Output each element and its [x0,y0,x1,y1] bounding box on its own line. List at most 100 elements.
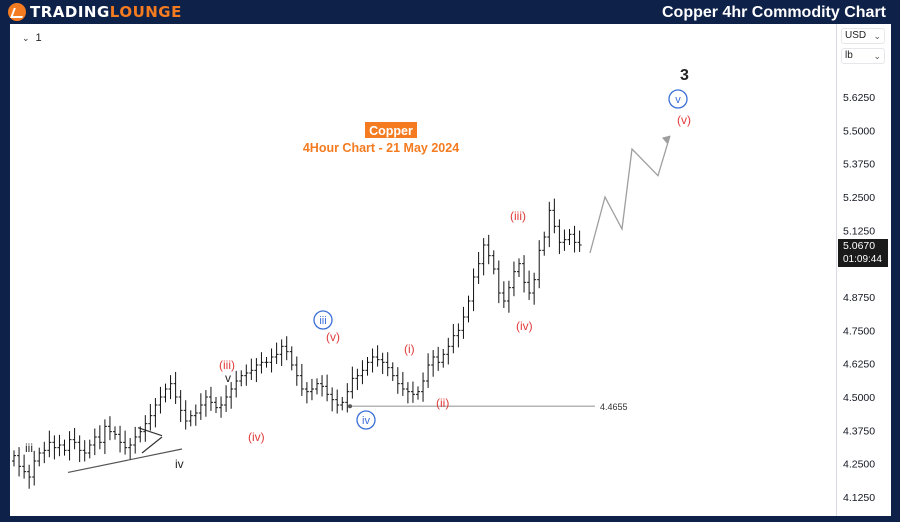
support-anchor-dot [348,404,352,409]
ohlc-bar [380,352,385,375]
ohlc-bar [214,397,218,413]
ohlc-bar [517,258,521,277]
trendline-lower [67,448,183,474]
wave-label: (v) [326,330,340,344]
last-price-tag: 5.0670 [838,239,888,254]
ohlc-bar [486,234,491,265]
ohlc-bar [557,219,562,255]
ohlc-bar [481,238,486,276]
ohlc-bar [17,447,22,477]
ohlc-bar [441,349,446,368]
ohlc-bar [239,370,244,387]
ohlc-bar [304,382,309,404]
ohlc-bar [158,386,163,414]
ohlc-bar [274,342,279,364]
ohlc-bar [527,270,532,300]
wave-label: v [675,94,681,106]
chevron-down-icon[interactable]: ⌄ [22,32,30,43]
price-tick-label: 4.1250 [843,492,875,504]
ohlc-bar [279,339,284,367]
ohlc-bar [532,272,537,305]
ohlc-bar [360,360,365,385]
ohlc-bar [390,362,395,381]
wave-label-circle [668,89,688,109]
ohlc-bar [123,430,128,455]
ohlc-bar [309,378,314,401]
ohlc-bar [229,382,234,409]
interval-control[interactable]: ⌄ 1 [22,30,42,46]
ohlc-bar [27,464,32,489]
chart-subtitle: 4Hour Chart - 21 May 2024 [303,141,459,155]
ohlc-bar [416,386,420,400]
ohlc-bar [118,425,123,453]
ohlc-bar [249,358,254,380]
chevron-down-icon: ⌄ [873,51,881,61]
wave-label: iii [25,441,33,455]
ohlc-bar [335,389,340,414]
price-axis[interactable]: USD ⌄ lb ⌄ 5.6250 5.5000 5.3750 5.2500 5.125… [836,24,891,516]
triangle-upper-line [137,427,163,437]
ohlc-bar [234,370,239,398]
price-tick-label: 5.3750 [843,159,875,171]
ohlc-bar [269,348,274,373]
brand-name-part2: LOUNGE [109,3,182,21]
ohlc-bar [219,396,224,418]
ohlc-bar [506,280,511,313]
ohlc-bar [133,426,138,454]
ohlc-bar [62,439,67,456]
ohlc-bar [400,371,405,396]
wave-label: (v) [677,113,691,127]
currency-value: USD [845,30,867,41]
ohlc-bar [471,268,476,312]
price-tick-label: 4.2500 [843,459,875,471]
ohlc-bar [340,397,345,411]
ohlc-bar [67,431,72,461]
ohlc-bar [128,438,133,460]
wave-label: (iv) [248,430,265,444]
ohlc-bar [244,364,249,386]
price-tick-label: 5.5000 [843,125,875,137]
ohlc-bar [350,366,355,399]
countdown-tag: 01:09:44 [838,253,888,267]
ohlc-bar [12,450,16,467]
ohlc-bar [456,323,461,348]
wave-label: iii [319,315,326,327]
price-chart: 4.4655 iiiivv(iii)(iv)(v)iiiiv(i)(ii)(ii… [12,67,691,489]
page-title: Copper 4hr Commodity Chart [661,4,886,21]
ohlc-bar [264,357,269,368]
ohlc-bar [426,353,431,388]
ohlc-bar [289,346,294,371]
ohlc-bar [294,356,299,386]
ohlc-bar [47,430,52,458]
projection-arrowhead [662,135,670,144]
ohlc-bar [37,447,42,467]
ohlc-bar [102,419,107,455]
price-tick-label: 4.8750 [843,292,875,304]
ohlc-bar [315,378,319,395]
ohlc-bar [284,336,289,361]
chevron-down-icon: ⌄ [873,31,881,41]
unit-select[interactable]: lb ⌄ [841,48,885,64]
ohlc-bar [542,231,547,256]
wave-label: 3 [680,67,689,84]
ohlc-bar [572,225,577,253]
ohlc-bar [173,371,178,404]
wave-label: (iii) [510,209,526,223]
ohlc-bar [148,403,153,431]
ohlc-bar [77,435,82,463]
ohlc-bar [168,375,173,400]
ohlc-bar [375,345,380,367]
ohlc-bar [501,281,506,308]
ohlc-bar [491,250,496,275]
ohlc-bar [395,367,400,394]
ohlc-bar [431,350,436,377]
currency-select[interactable]: USD ⌄ [841,28,885,44]
ohlc-bar [552,198,557,234]
ohlc-bar [107,416,112,441]
chart-panel: ⌄ 1 4.4655 iii iv v (iii) (iv) (v) iii iv (i) (ii… [10,24,891,516]
ohlc-bar [224,385,229,412]
ohlc-bar [466,295,471,323]
price-tick-label: 4.5000 [843,392,875,404]
wave-label: (i) [404,342,415,356]
ohlc-bar [87,439,92,459]
